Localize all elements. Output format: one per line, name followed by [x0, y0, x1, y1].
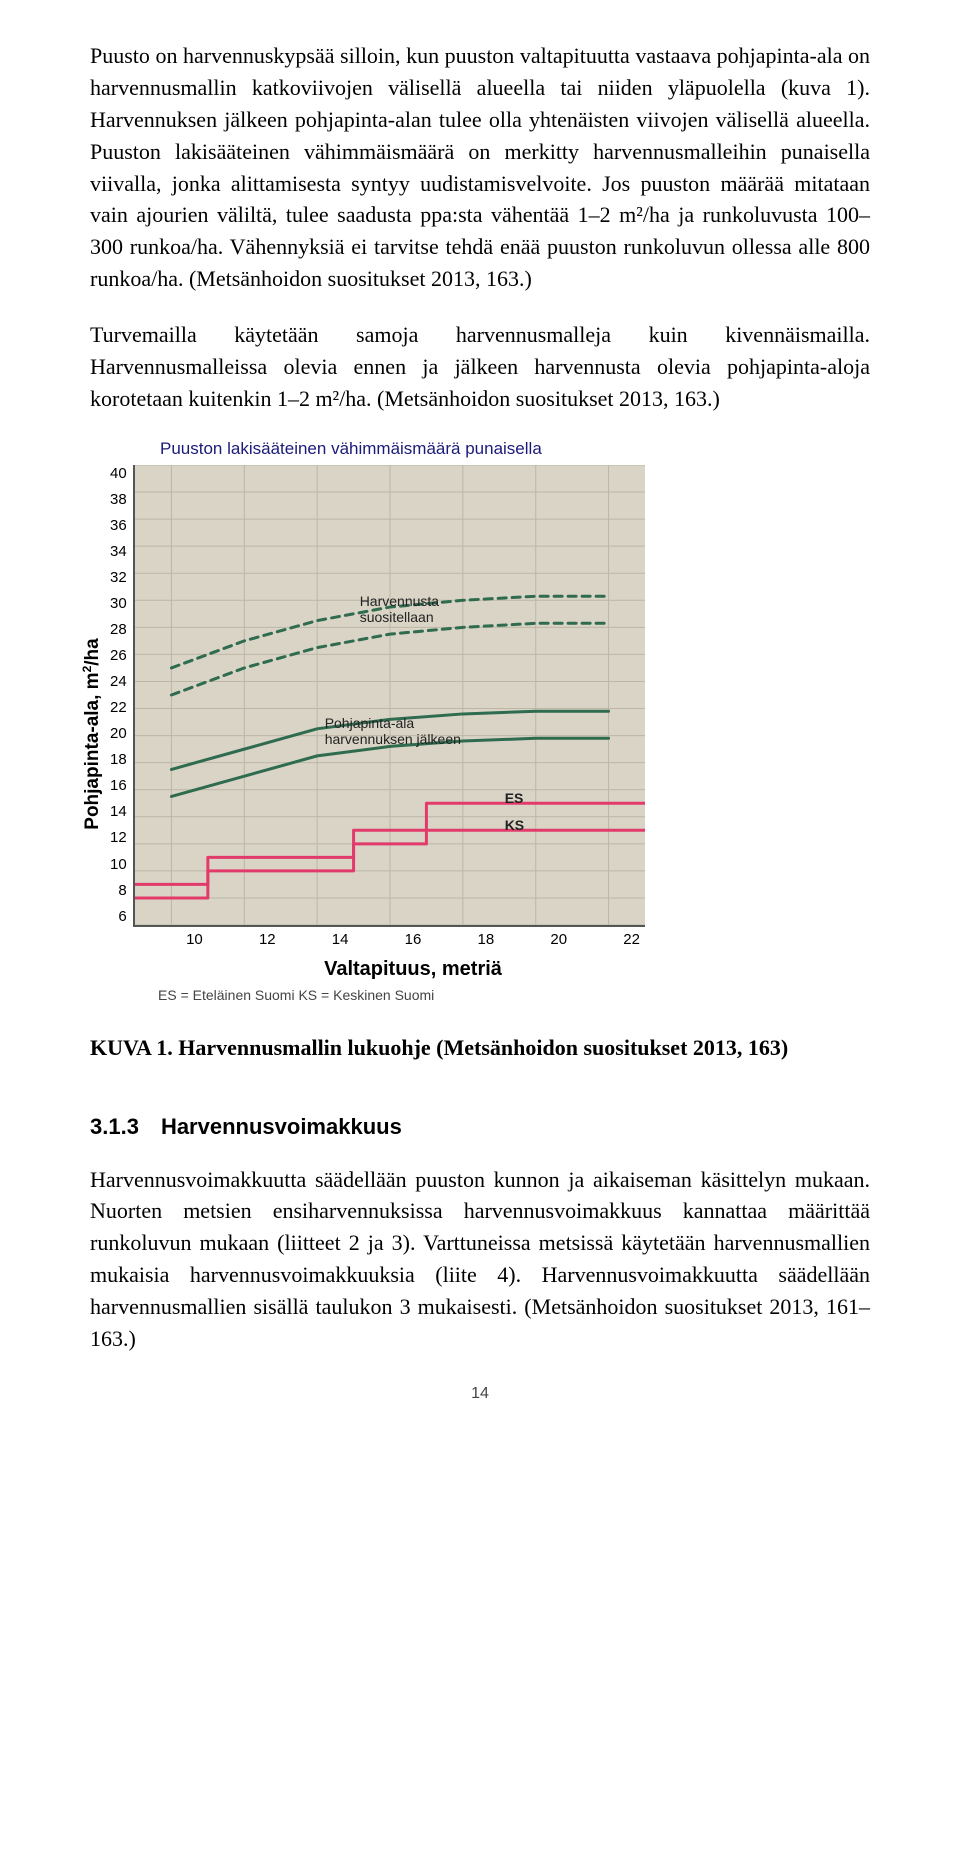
figure-1: Puuston lakisääteinen vähimmäismäärä pun…	[90, 439, 870, 1003]
chart-title: Puuston lakisääteinen vähimmäismäärä pun…	[160, 439, 870, 459]
x-ticks: 10121416182022	[158, 927, 668, 948]
paragraph-1: Puusto on harvennuskypsää silloin, kun p…	[90, 40, 870, 295]
anno-after: Pohjapinta-ala harvennuksen jälkeen	[325, 715, 461, 747]
paragraph-2: Turvemailla käytetään samoja harvennusma…	[90, 319, 870, 415]
y-axis-label: Pohjapinta-ala, m2/ha	[80, 638, 104, 829]
x-axis-label: Valtapituus, metriä	[158, 958, 668, 981]
anno-recommend: Harvennusta suositellaan	[360, 593, 439, 625]
label-es: ES	[505, 790, 524, 806]
plot-area: Harvennusta suositellaan Pohjapinta-ala …	[133, 465, 645, 927]
section-number: 3.1.3	[90, 1114, 139, 1140]
chart-legend: ES = Eteläinen Suomi KS = Keskinen Suomi	[158, 987, 700, 1003]
section-title: Harvennusvoimakkuus	[161, 1114, 402, 1139]
page-number: 14	[90, 1385, 870, 1403]
label-ks: KS	[505, 817, 524, 833]
paragraph-3: Harvennusvoimakkuutta säädellään puuston…	[90, 1164, 870, 1355]
section-heading: 3.1.3 Harvennusvoimakkuus	[90, 1114, 870, 1140]
figure-caption: KUVA 1. Harvennusmallin lukuohje (Metsän…	[90, 1033, 870, 1064]
chart: Pohjapinta-ala, m2/ha 403836343230282624…	[110, 465, 700, 1003]
y-ticks: 4038363432302826242220181614121086	[110, 465, 133, 925]
